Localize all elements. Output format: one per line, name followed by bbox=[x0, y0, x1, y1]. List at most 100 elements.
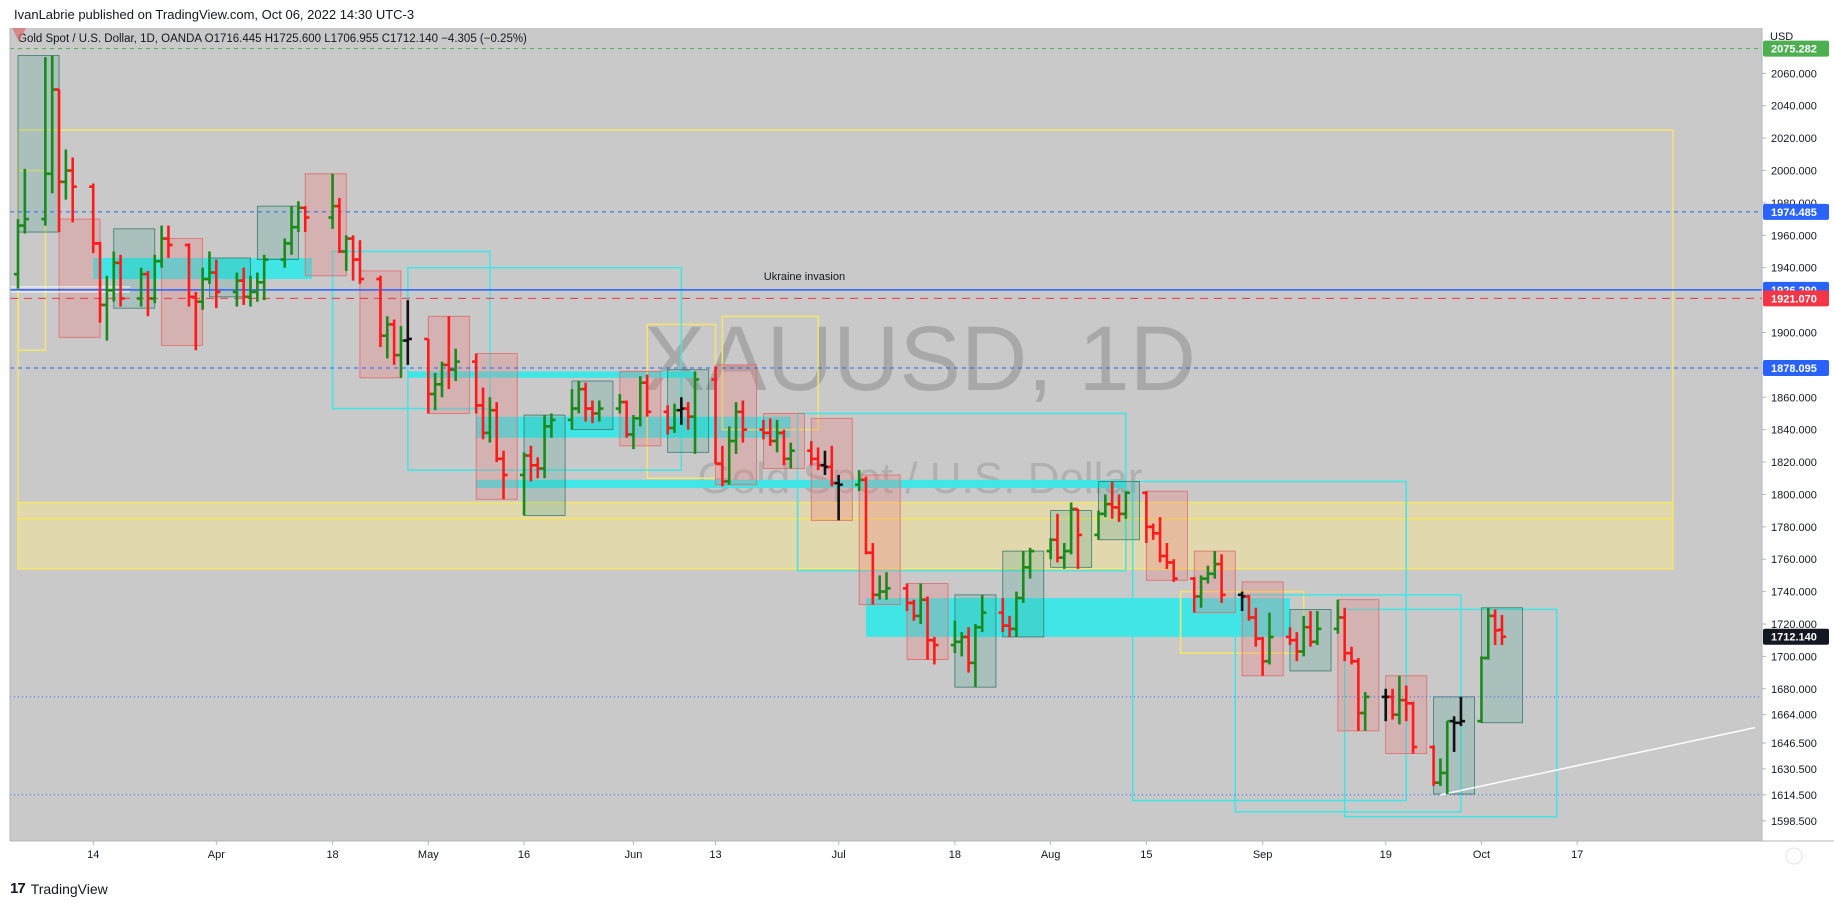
ohlc-bar bbox=[834, 474, 843, 521]
zone-fill bbox=[17, 501, 1674, 570]
header: IvanLabrie published on TradingView.com,… bbox=[0, 0, 1834, 28]
price-label-badge bbox=[1763, 628, 1829, 645]
time-axis bbox=[0, 841, 1834, 872]
ohlc-bar bbox=[1361, 692, 1370, 731]
price-chart[interactable]: XAUUSD, 1D Gold Spot / U.S. Dollar Ukraine… bbox=[0, 28, 1834, 872]
price-label-text: 2075.282 bbox=[1771, 44, 1817, 56]
ohlc-bar bbox=[930, 636, 939, 665]
zone-fill bbox=[865, 598, 1290, 637]
price-tick-label: 1664.000 bbox=[1771, 710, 1817, 722]
price-tick-label: 1940.000 bbox=[1771, 263, 1817, 275]
tradingview-logo[interactable]: 17 TradingView bbox=[10, 880, 108, 897]
price-label-badge bbox=[1763, 40, 1829, 57]
time-tick-label: 19 bbox=[1380, 849, 1392, 861]
ohlc-bar bbox=[301, 206, 310, 233]
price-tick-label: 1900.000 bbox=[1771, 327, 1817, 339]
time-tick-label: 16 bbox=[518, 849, 530, 861]
ohlc-bar bbox=[595, 400, 604, 422]
ohlc-bar bbox=[20, 168, 29, 234]
ohlc-bar bbox=[164, 225, 173, 258]
price-label-text: 1712.140 bbox=[1771, 632, 1817, 644]
price-tick-label: 2000.000 bbox=[1771, 166, 1817, 178]
time-tick-label: 18 bbox=[949, 849, 961, 861]
price-label-text: 1974.485 bbox=[1771, 207, 1817, 219]
price-tick-label: 2020.000 bbox=[1771, 133, 1817, 145]
zone-fill bbox=[407, 371, 696, 378]
ohlc-bar bbox=[1265, 612, 1274, 665]
time-tick-label: Sep bbox=[1253, 849, 1273, 861]
price-tick-label: 1840.000 bbox=[1771, 425, 1817, 437]
ohlc-bar bbox=[786, 442, 795, 469]
zone-box bbox=[1343, 608, 1558, 818]
trendline bbox=[1440, 726, 1756, 796]
ohlc-bar bbox=[1497, 614, 1507, 646]
ohlc-bar bbox=[882, 572, 891, 600]
ohlc-bar bbox=[1408, 701, 1418, 754]
ohlc-bar bbox=[978, 594, 987, 633]
time-tick-label: Jul bbox=[832, 849, 846, 861]
ohlc-bar bbox=[738, 400, 747, 443]
ohlc-bar bbox=[643, 374, 652, 417]
time-tick-label: 18 bbox=[326, 849, 338, 861]
ohlc-bar bbox=[403, 300, 412, 365]
price-tick-label: 1760.000 bbox=[1771, 554, 1817, 566]
price-tick-label: 1700.000 bbox=[1771, 651, 1817, 663]
ohlc-bar bbox=[499, 450, 508, 500]
price-tick-label: 1598.500 bbox=[1771, 816, 1817, 828]
ohlc-bar bbox=[68, 157, 77, 223]
ohlc-bar bbox=[690, 371, 700, 454]
ohlc-bar bbox=[1073, 507, 1083, 569]
watermark-symbol: XAUUSD, 1D bbox=[644, 308, 1196, 410]
ohlc-bar bbox=[1313, 611, 1322, 646]
time-tick-label: 15 bbox=[1140, 849, 1152, 861]
currency-label: USD bbox=[1770, 31, 1793, 43]
ohlc-bar bbox=[212, 259, 221, 309]
ohlc-bar bbox=[1169, 559, 1178, 582]
publisher-line: IvanLabrie published on TradingView.com,… bbox=[14, 7, 415, 22]
price-tick-label: 1960.000 bbox=[1771, 230, 1817, 242]
price-tick-label: 1614.500 bbox=[1771, 790, 1817, 802]
zone-fill bbox=[476, 479, 1126, 488]
time-tick-label: Oct bbox=[1473, 849, 1490, 861]
price-tick-label: 1740.000 bbox=[1771, 587, 1817, 599]
price-tick-label: 1630.500 bbox=[1771, 764, 1817, 776]
time-tick-label: Jun bbox=[625, 849, 643, 861]
time-tick-label: Aug bbox=[1041, 849, 1061, 861]
price-tick-label: 1820.000 bbox=[1771, 457, 1817, 469]
ohlc-bar bbox=[116, 254, 125, 307]
zone-box bbox=[331, 250, 491, 410]
zone-box bbox=[1131, 480, 1407, 802]
price-axis bbox=[1762, 28, 1834, 872]
ohlc-bar bbox=[547, 413, 556, 438]
price-tick-label: 1680.000 bbox=[1771, 684, 1817, 696]
price-tick-label: 1720.000 bbox=[1771, 619, 1817, 631]
time-tick-label: 14 bbox=[87, 849, 99, 861]
plot-layer: XAUUSD, 1D Gold Spot / U.S. Dollar Ukraine… bbox=[10, 48, 1762, 818]
ohlc-bar bbox=[1456, 696, 1466, 727]
time-tick-label: 17 bbox=[1571, 849, 1583, 861]
price-tick-label: 1860.000 bbox=[1771, 392, 1817, 404]
tradingview-mark-icon: 17 bbox=[10, 880, 26, 897]
tradingview-brand: TradingView bbox=[30, 880, 108, 897]
price-label-badge bbox=[1763, 359, 1829, 376]
ohlc-bar bbox=[1217, 554, 1226, 603]
time-tick-label: 13 bbox=[709, 849, 721, 861]
time-tick-label: Apr bbox=[208, 849, 225, 861]
plot-area bbox=[10, 28, 1762, 841]
price-tick-label: 2040.000 bbox=[1771, 101, 1817, 113]
annotation-ukraine-invasion: Ukraine invasion bbox=[764, 271, 845, 283]
watermark-name: Gold Spot / U.S. Dollar bbox=[697, 454, 1142, 503]
price-label-badge bbox=[1763, 203, 1829, 220]
price-label-badge bbox=[1763, 290, 1829, 307]
ohlc-bar bbox=[355, 240, 365, 284]
price-tick-label: 1780.000 bbox=[1771, 522, 1817, 534]
price-tick-label: 1646.500 bbox=[1771, 738, 1817, 750]
price-tick-label: 2060.000 bbox=[1771, 68, 1817, 80]
ohlc-bar bbox=[451, 348, 460, 382]
alert-triangle-icon bbox=[12, 28, 26, 42]
ohlc-bar bbox=[1121, 491, 1130, 519]
price-label-text: 1878.095 bbox=[1771, 363, 1817, 375]
price-tick-label: 1800.000 bbox=[1771, 489, 1817, 501]
price-label-text: 1921.070 bbox=[1771, 293, 1817, 305]
ohlc-bar bbox=[1026, 547, 1035, 579]
